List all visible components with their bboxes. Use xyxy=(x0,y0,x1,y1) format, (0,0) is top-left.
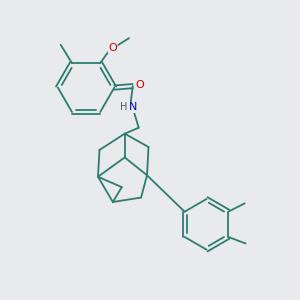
Text: O: O xyxy=(136,80,145,90)
Text: N: N xyxy=(129,103,137,112)
Text: O: O xyxy=(108,43,117,53)
Text: H: H xyxy=(120,103,128,112)
